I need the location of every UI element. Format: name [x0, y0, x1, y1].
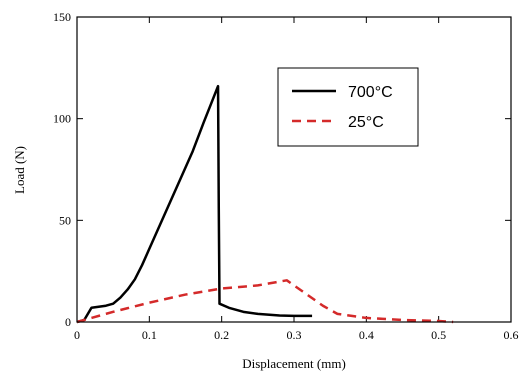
x-tick-label: 0.5 — [431, 328, 446, 342]
legend-label-700c: 700°C — [348, 84, 393, 101]
x-tick-label: 0.4 — [359, 328, 374, 342]
y-tick-label: 50 — [59, 213, 71, 227]
axis-ticks — [76, 16, 512, 323]
series-lines — [76, 84, 454, 324]
y-tick-label: 100 — [53, 112, 71, 126]
y-tick-label: 0 — [65, 315, 71, 329]
legend: 700°C 25°C — [277, 67, 419, 147]
y-tick-labels: 0 50 100 150 — [53, 10, 71, 329]
plot-area-frame — [76, 16, 512, 323]
x-tick-label: 0.6 — [504, 328, 519, 342]
series-line-700c — [76, 84, 313, 324]
x-tick-label: 0.3 — [287, 328, 302, 342]
legend-label-25c: 25°C — [348, 114, 384, 131]
y-tick-label: 150 — [53, 10, 71, 24]
legend-box — [277, 67, 419, 147]
series-line-25c — [76, 279, 454, 324]
x-tick-label: 0 — [74, 328, 80, 342]
y-axis-title: Load (N) — [12, 146, 27, 194]
x-axis-title: Displacement (mm) — [242, 356, 346, 371]
x-tick-labels: 0 0.1 0.2 0.3 0.4 0.5 0.6 — [74, 328, 519, 342]
x-tick-label: 0.2 — [214, 328, 229, 342]
x-tick-label: 0.1 — [142, 328, 157, 342]
